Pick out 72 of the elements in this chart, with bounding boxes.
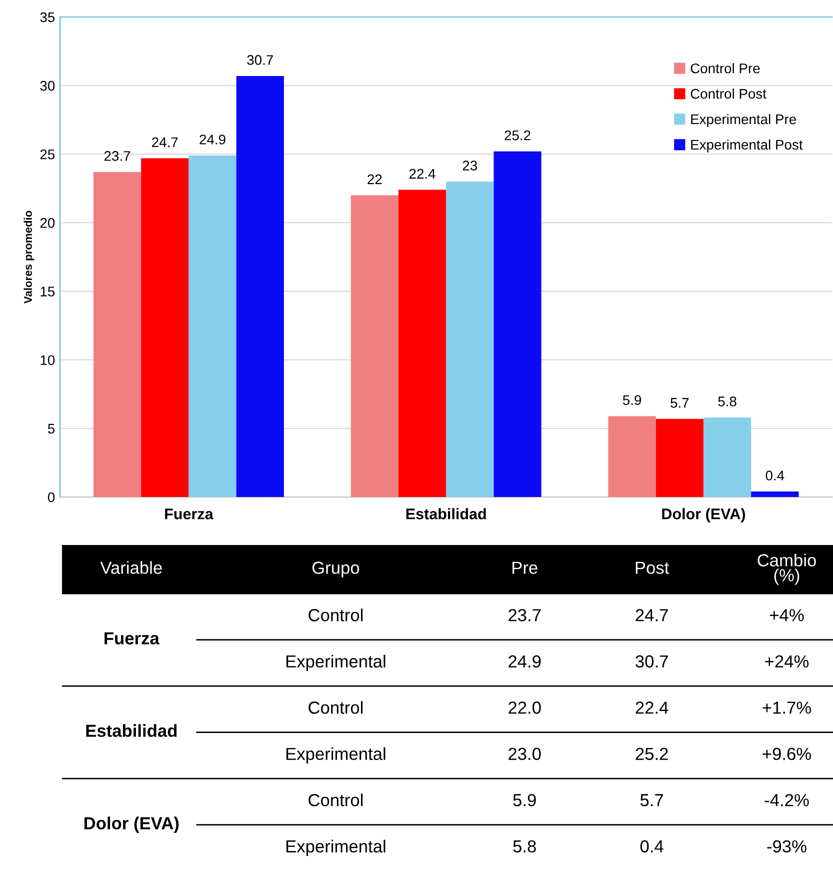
text: Experimental [286,654,386,672]
data-label: 22.4 [409,168,436,179]
text: Estabilidad [86,724,177,737]
y-tick-label: 20 [40,218,55,228]
data-label: 30.7 [247,55,273,65]
text: Experimental [286,747,386,764]
y-tick-label: 15 [40,286,55,296]
category-label: Grupo [312,562,360,578]
text: 22.0 [508,702,541,714]
bar [751,492,799,497]
category-label: Variable [100,561,162,574]
data-label: 23 [462,160,478,170]
text: 5.8 [513,840,536,853]
bar [446,182,494,497]
bar [703,417,752,497]
category-label: Post [636,562,670,574]
text: Control [308,608,363,622]
text: 30.7 [636,655,668,668]
legend-label: Control Pre [690,63,760,74]
bar [656,418,704,497]
bar [236,76,284,497]
y-axis-title: Valores promedio [24,210,34,304]
text: 23.0 [508,748,541,760]
text: 22.4 [636,702,668,714]
bar [141,158,189,497]
data-label: 5.7 [670,398,689,408]
text: 24.7 [636,609,668,622]
data-label: 22 [368,174,382,184]
text: Dolor (EVA) [84,816,179,833]
text: 24.9 [508,655,541,668]
data-label: 24.9 [200,134,226,144]
bar [494,151,542,497]
data-label: 24.7 [152,137,178,148]
text: Control [308,794,363,806]
text: +9.6% [762,748,811,760]
bar [398,190,446,497]
data-label: 23.7 [104,151,130,161]
bar [93,172,142,497]
text: -4.2% [764,794,809,806]
text: Control [308,701,363,714]
text: +4% [770,609,804,622]
text: Experimental [286,840,386,856]
legend-label: Control Post [690,88,766,99]
x-tick-label: Fuerza [165,508,214,520]
x-tick-label: Dolor (EVA) [662,508,746,522]
x-tick-label: Estabilidad [406,508,486,520]
y-tick-label: 0 [48,492,55,502]
text: +24% [765,655,809,668]
legend-label: Experimental Pre [691,114,796,127]
category-label: Cambio (%) [758,554,816,585]
text: 25.2 [636,748,668,760]
text: -93% [767,840,806,853]
text: 5.7 [640,794,664,806]
data-label: 25.2 [504,130,530,140]
bar [188,156,236,497]
y-tick-label: 30 [40,80,55,91]
category-label: Pre [512,562,538,574]
y-tick-label: 10 [40,355,55,366]
y-tick-label: 25 [40,149,55,160]
legend-label: Experimental Post [691,139,803,152]
y-tick-label: 5 [48,424,55,434]
data-label: 0.4 [766,470,784,480]
bar [608,416,656,497]
text: Fuerza [104,632,160,644]
text: 0.4 [640,840,664,853]
bar [350,195,398,497]
data-label: 5.8 [718,396,736,406]
text: 23.7 [508,609,541,622]
text: +1.7% [762,702,811,714]
data-label: 5.9 [622,395,642,406]
text: 5.9 [513,794,536,806]
y-tick-label: 35 [40,12,55,22]
